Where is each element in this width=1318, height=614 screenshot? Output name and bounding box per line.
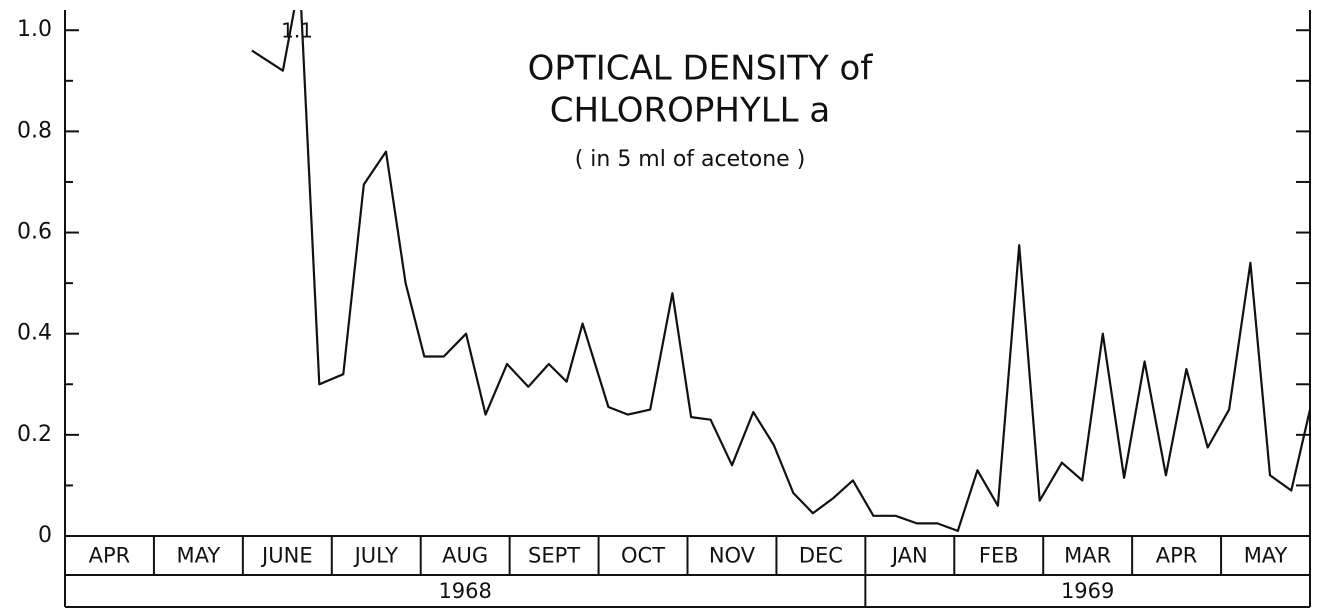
y-tick-label: 0.8 [17,118,52,143]
annotation: 1.1 [281,19,313,43]
y-tick-label: 0 [38,523,52,548]
chart-title-line: OPTICAL DENSITY of [528,49,874,89]
month-label: FEB [979,544,1019,568]
y-tick-label: 0.4 [17,321,52,346]
month-label: MAY [1244,544,1288,568]
month-label: NOV [709,544,756,568]
month-label: APR [89,544,131,568]
month-label: JAN [890,544,928,568]
month-label: OCT [621,544,665,568]
month-label: MAR [1064,544,1111,568]
chart-title-line: CHLOROPHYLL a [550,91,831,131]
chart-subtitle: ( in 5 ml of acetone ) [575,147,806,172]
month-label: MAY [177,544,221,568]
month-label: APR [1156,544,1198,568]
month-label: JUNE [260,544,313,568]
y-tick-label: 1.0 [17,17,52,42]
year-label: 1968 [438,579,491,603]
month-label: SEPT [528,544,580,568]
month-label: DEC [799,544,843,568]
y-tick-label: 0.6 [17,220,52,245]
data-line [251,10,1310,532]
y-tick-label: 0.2 [17,422,52,447]
month-label: AUG [442,544,488,568]
month-label: JULY [353,544,398,568]
year-label: 1969 [1061,579,1114,603]
